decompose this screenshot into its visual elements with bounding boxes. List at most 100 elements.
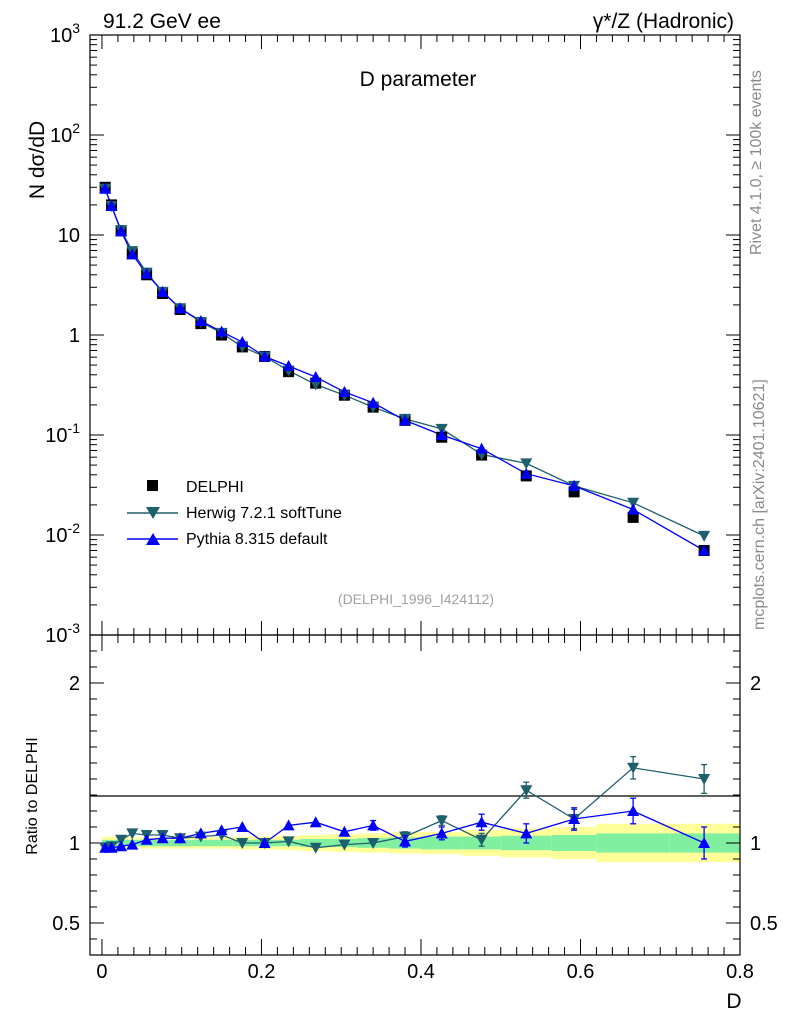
point-pythia xyxy=(475,442,488,454)
point-pythia xyxy=(126,248,139,260)
y-axis-label: N dσ/dD xyxy=(26,121,49,199)
series-line-pythia xyxy=(104,188,705,552)
legend-label-herwig: Herwig 7.2.1 softTune xyxy=(186,505,342,522)
point-pythia xyxy=(309,371,322,383)
ratio-y-tick-label-right: 0.5 xyxy=(750,913,778,935)
point-pythia xyxy=(236,336,249,348)
ratio-point-pythia xyxy=(236,821,249,832)
ratio-point-pythia xyxy=(698,837,711,848)
legend-marker-pythia xyxy=(146,533,160,545)
ratio-point-pythia xyxy=(194,827,207,839)
ratio-point-herwig xyxy=(126,828,139,840)
x-tick-label: 0 xyxy=(96,961,107,983)
point-pythia xyxy=(115,225,128,237)
ratio-point-pythia xyxy=(399,835,412,847)
ratio-point-pythia xyxy=(115,840,128,852)
ratio-point-pythia xyxy=(156,832,169,844)
ratio-point-pythia xyxy=(282,819,295,831)
main-panel: 10-3 10-2 10-1 1 10 102 103 xyxy=(45,20,741,647)
ratio-point-pythia xyxy=(126,838,139,850)
ratio-point-pythia xyxy=(105,841,118,853)
point-pythia xyxy=(367,396,380,408)
ratio-point-pythia xyxy=(258,837,271,848)
chart-title: D parameter xyxy=(360,68,477,91)
ratio-point-pythia xyxy=(627,805,640,816)
point-pythia xyxy=(156,285,169,297)
header-left: 91.2 GeV ee xyxy=(103,10,221,33)
point-pythia xyxy=(435,429,448,440)
ratio-y-tick-label: 1 xyxy=(69,833,80,855)
ratio-y-tick-label-right: 1 xyxy=(750,833,761,855)
y-tick-label: 102 xyxy=(50,120,80,147)
point-herwig xyxy=(627,497,640,509)
ratio-y-tick-label: 2 xyxy=(69,673,80,695)
uncertainty-band-inner xyxy=(551,835,597,851)
point-herwig xyxy=(520,458,533,470)
ratio-y-tick-label-right: 2 xyxy=(750,673,761,695)
mcplots-label: mcplots.cern.ch [arXiv:2401.10621] xyxy=(751,379,768,630)
y-tick-label: 10-3 xyxy=(45,620,80,647)
x-tick-label: 0.4 xyxy=(407,961,435,983)
point-pythia xyxy=(215,325,228,337)
legend-marker-data xyxy=(147,480,158,491)
reference-label: (DELPHI_1996_I424112) xyxy=(338,591,494,607)
point-pythia xyxy=(258,350,271,362)
ratio-point-pythia xyxy=(435,827,448,839)
point-pythia xyxy=(338,385,351,397)
series-line-herwig xyxy=(104,188,705,537)
y-tick-label: 103 xyxy=(50,20,80,47)
y-tick-label: 1 xyxy=(69,325,80,347)
ratio-point-herwig xyxy=(282,836,295,848)
point-pythia xyxy=(174,302,187,314)
point-herwig xyxy=(698,530,711,542)
y-tick-label: 10-1 xyxy=(45,420,80,447)
rivet-label: Rivet 4.1.0, ≥ 100k events xyxy=(748,70,765,255)
point-pythia xyxy=(520,467,533,479)
ratio-point-pythia xyxy=(140,833,153,845)
ratio-point-pythia xyxy=(475,816,488,828)
ratio-panel: 0.5 0.5 1 1 2 2 0 0.2 0.4 0.6 0.8 xyxy=(52,634,778,983)
x-axis-label: D xyxy=(726,990,741,1013)
ratio-point-herwig xyxy=(435,815,448,827)
point-herwig xyxy=(309,379,322,391)
ratio-frame xyxy=(89,634,741,956)
ratio-point-pythia xyxy=(309,816,322,828)
ratio-y-tick-label: 0.5 xyxy=(52,913,80,935)
point-pythia xyxy=(399,414,412,426)
ratio-point-herwig xyxy=(520,785,533,797)
ratio-line-herwig xyxy=(105,767,705,849)
ratio-point-pythia xyxy=(215,824,228,836)
y-tick-label: 10 xyxy=(58,225,80,247)
legend-label-pythia: Pythia 8.315 default xyxy=(186,531,328,548)
ratio-point-herwig xyxy=(236,838,249,849)
point-pythia xyxy=(282,359,295,371)
point-pythia xyxy=(105,199,118,211)
ratio-point-herwig xyxy=(475,834,488,846)
ratio-point-pythia xyxy=(367,819,380,831)
ratio-point-pythia xyxy=(520,827,533,839)
x-tick-label: 0.6 xyxy=(567,961,595,983)
ratio-point-pythia xyxy=(174,832,187,844)
uncertainty-band-inner xyxy=(210,839,233,847)
x-tick-label: 0.2 xyxy=(248,961,276,983)
ratio-line-pythia xyxy=(105,810,705,849)
point-pythia xyxy=(140,267,153,279)
ratio-point-herwig xyxy=(698,774,711,785)
header-right: γ*/Z (Hadronic) xyxy=(593,10,734,33)
uncertainty-band-inner xyxy=(596,833,670,853)
ratio-point-herwig xyxy=(309,842,322,854)
y-tick-label: 10-2 xyxy=(45,520,80,547)
ratio-point-pythia xyxy=(568,813,581,824)
point-delphi xyxy=(627,511,639,523)
legend-label-data: DELPHI xyxy=(186,479,244,496)
ratio-point-herwig xyxy=(627,762,640,774)
point-pythia xyxy=(627,503,640,515)
uncertainty-band-inner xyxy=(420,836,463,850)
ratio-point-herwig xyxy=(338,839,351,851)
point-pythia xyxy=(99,182,112,194)
uncertainty-band-inner xyxy=(191,839,211,847)
point-pythia xyxy=(568,479,581,491)
ratio-y-axis-label: Ratio to DELPHI xyxy=(24,737,41,854)
ratio-point-pythia xyxy=(338,825,351,837)
